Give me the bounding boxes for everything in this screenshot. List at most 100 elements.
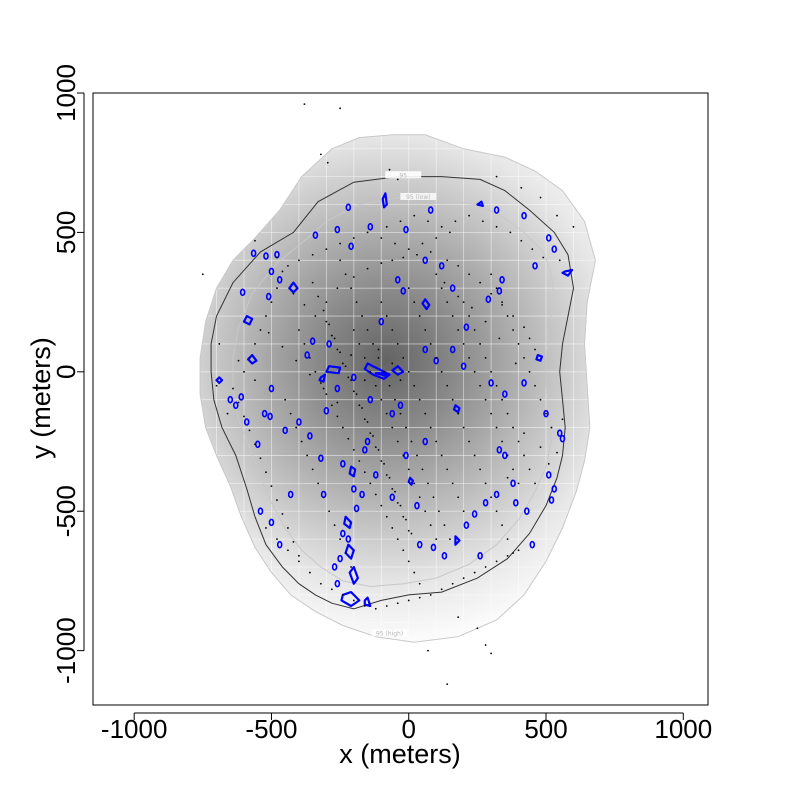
- location-point: [322, 309, 325, 312]
- location-point: [495, 426, 498, 429]
- patch-small: [250, 249, 257, 258]
- location-point: [468, 440, 471, 443]
- patch-small: [334, 579, 341, 588]
- location-point: [468, 356, 471, 359]
- location-point: [534, 384, 536, 387]
- location-point: [512, 315, 514, 317]
- location-point: [325, 320, 328, 323]
- location-point: [380, 237, 383, 239]
- location-point: [523, 432, 525, 435]
- patch-small: [485, 295, 492, 304]
- location-point: [520, 239, 523, 242]
- contour-label-bg: [400, 192, 437, 200]
- location-point: [462, 301, 465, 304]
- patch-small: [496, 287, 503, 295]
- location-point: [407, 599, 410, 602]
- location-point: [374, 446, 377, 448]
- location-point: [446, 384, 449, 387]
- contour-2: [232, 197, 555, 588]
- location-point: [512, 329, 514, 331]
- location-point: [438, 510, 440, 513]
- location-point: [517, 440, 520, 443]
- location-point: [413, 482, 416, 485]
- location-point: [495, 287, 498, 290]
- location-point: [237, 359, 240, 362]
- location-point: [306, 454, 309, 457]
- location-point: [424, 329, 427, 331]
- location-point: [254, 343, 256, 345]
- location-point: [402, 454, 405, 457]
- location-point: [325, 248, 328, 251]
- location-point: [410, 440, 413, 443]
- location-point: [350, 287, 352, 290]
- location-point: [388, 476, 391, 479]
- location-point: [523, 454, 525, 457]
- patch-small: [559, 434, 566, 443]
- patch-small: [482, 499, 489, 507]
- location-point: [308, 373, 311, 376]
- location-point: [341, 593, 344, 596]
- patch-small: [389, 493, 396, 502]
- patch-small: [521, 211, 527, 220]
- location-point: [424, 510, 427, 513]
- location-point: [542, 256, 545, 259]
- location-point: [517, 343, 520, 345]
- location-point: [319, 582, 322, 585]
- location-point: [314, 315, 317, 317]
- location-point: [413, 571, 416, 574]
- location-point: [479, 384, 482, 387]
- location-point: [506, 476, 509, 479]
- location-point: [501, 303, 503, 306]
- y-axis-title: y (meters): [26, 337, 56, 459]
- location-point: [232, 387, 234, 390]
- location-point: [490, 292, 493, 295]
- location-point: [358, 460, 361, 462]
- x-tick-label: -1000: [101, 714, 168, 744]
- location-point: [405, 426, 407, 429]
- location-point: [394, 490, 396, 493]
- location-point: [385, 225, 388, 228]
- location-point: [339, 538, 341, 541]
- patch-small: [438, 262, 445, 270]
- patch-small: [296, 418, 302, 426]
- location-point: [366, 329, 369, 331]
- patch-small: [488, 379, 494, 387]
- location-point: [344, 273, 347, 276]
- location-point: [361, 407, 363, 409]
- patch-small: [422, 437, 429, 446]
- location-point: [528, 468, 531, 471]
- patch-small: [268, 267, 275, 276]
- location-point: [201, 273, 204, 276]
- patch-small: [545, 234, 552, 242]
- location-point: [366, 231, 369, 234]
- location-point: [473, 370, 476, 373]
- location-point: [369, 432, 372, 435]
- location-point: [391, 329, 394, 331]
- location-point: [374, 607, 377, 610]
- patch-small: [378, 317, 385, 326]
- location-point: [372, 343, 374, 345]
- location-point: [402, 549, 405, 552]
- location-point: [341, 362, 344, 365]
- location-point: [506, 554, 509, 557]
- contour-label-bg: [385, 171, 422, 179]
- location-point: [410, 532, 413, 535]
- location-point: [534, 348, 536, 351]
- location-point: [350, 566, 352, 568]
- location-point: [352, 329, 355, 331]
- location-point: [347, 437, 350, 440]
- location-point: [550, 426, 553, 429]
- patch-small: [556, 429, 563, 437]
- location-point: [383, 370, 385, 373]
- patch-small: [239, 288, 246, 297]
- location-point: [374, 493, 377, 496]
- location-point: [344, 552, 347, 554]
- location-point: [284, 398, 287, 401]
- location-point: [363, 379, 366, 382]
- patch-small: [353, 504, 360, 513]
- axes: -1000 -500 0 500 1000 -1000 -500 0 500 1000: [51, 64, 712, 744]
- location-point: [418, 496, 421, 499]
- location-point: [363, 356, 366, 359]
- patch-outline: [340, 591, 361, 608]
- location-point: [501, 398, 503, 401]
